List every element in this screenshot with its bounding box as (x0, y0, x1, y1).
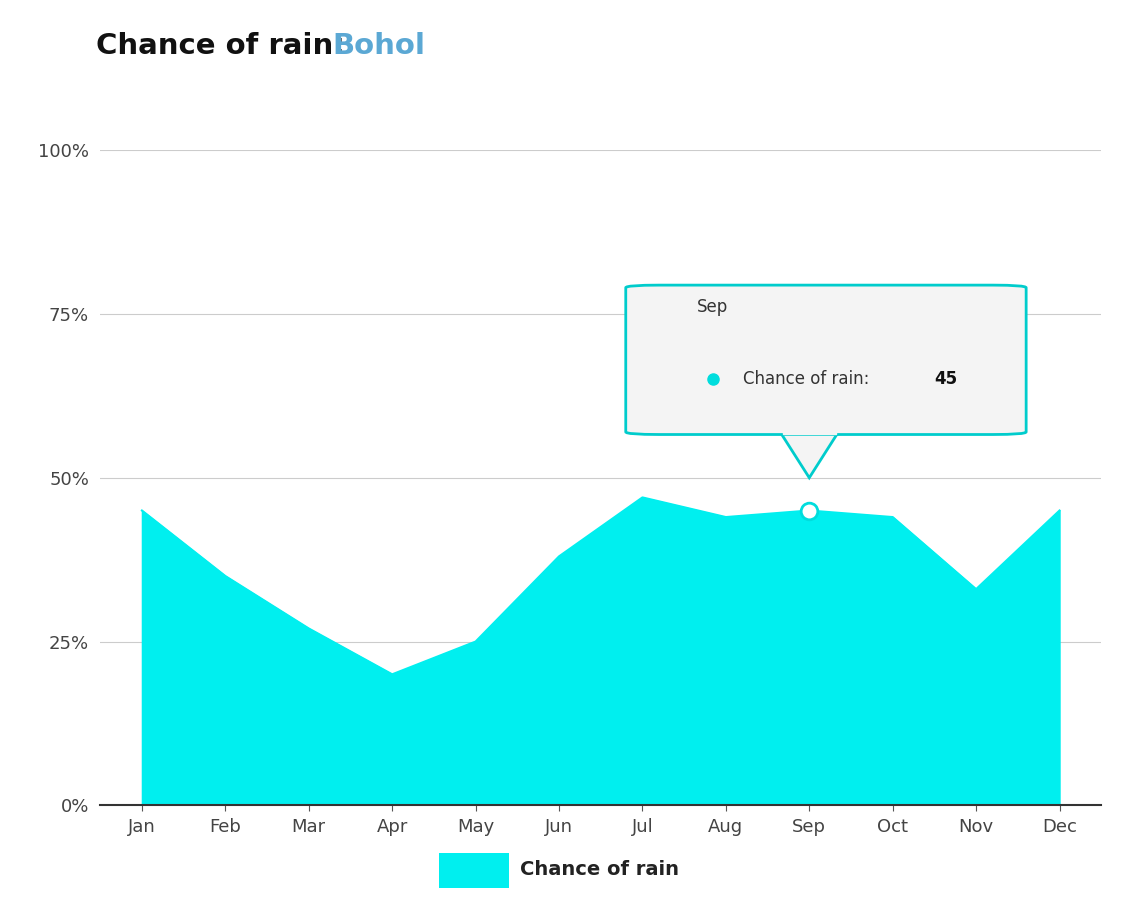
Text: Chance of rain:: Chance of rain: (96, 32, 345, 59)
Polygon shape (783, 427, 835, 434)
Text: Chance of rain:: Chance of rain: (742, 370, 874, 389)
Text: 45: 45 (935, 370, 957, 389)
Text: Bohol: Bohol (332, 32, 426, 59)
FancyBboxPatch shape (439, 853, 509, 888)
Text: Chance of rain: Chance of rain (520, 860, 679, 878)
Polygon shape (780, 432, 839, 478)
Text: Sep: Sep (697, 298, 727, 316)
FancyBboxPatch shape (626, 285, 1026, 434)
